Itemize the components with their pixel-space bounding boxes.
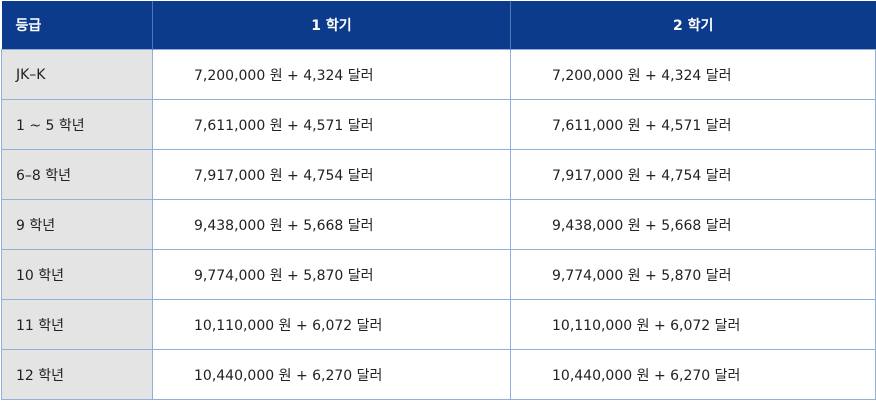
semester-2-fee: 9,438,000 원 + 5,668 달러 — [510, 199, 876, 250]
header-semester-2: 2 학기 — [510, 1, 876, 50]
table-row: 12 학년 10,440,000 원 + 6,270 달러 10,440,000… — [1, 349, 876, 400]
table-row: 6–8 학년 7,917,000 원 + 4,754 달러 7,917,000 … — [1, 149, 876, 200]
semester-1-fee: 9,438,000 원 + 5,668 달러 — [152, 199, 511, 250]
table-row: 11 학년 10,110,000 원 + 6,072 달러 10,110,000… — [1, 299, 876, 350]
grade-cell: 6–8 학년 — [1, 149, 153, 200]
semester-2-fee: 9,774,000 원 + 5,870 달러 — [510, 249, 876, 300]
semester-1-fee: 10,110,000 원 + 6,072 달러 — [152, 299, 511, 350]
semester-1-fee: 9,774,000 원 + 5,870 달러 — [152, 249, 511, 300]
grade-cell: 9 학년 — [1, 199, 153, 250]
semester-1-fee: 7,611,000 원 + 4,571 달러 — [152, 99, 511, 150]
semester-2-fee: 10,110,000 원 + 6,072 달러 — [510, 299, 876, 350]
grade-cell: 1 ~ 5 학년 — [1, 99, 153, 150]
grade-cell: JK–K — [1, 49, 153, 100]
semester-2-fee: 7,917,000 원 + 4,754 달러 — [510, 149, 876, 200]
grade-cell: 11 학년 — [1, 299, 153, 350]
table-row: 9 학년 9,438,000 원 + 5,668 달러 9,438,000 원 … — [1, 199, 876, 250]
semester-1-fee: 7,200,000 원 + 4,324 달러 — [152, 49, 511, 100]
semester-1-fee: 10,440,000 원 + 6,270 달러 — [152, 349, 511, 400]
semester-2-fee: 7,200,000 원 + 4,324 달러 — [510, 49, 876, 100]
header-grade: 등급 — [1, 1, 153, 50]
semester-2-fee: 10,440,000 원 + 6,270 달러 — [510, 349, 876, 400]
table-row: JK–K 7,200,000 원 + 4,324 달러 7,200,000 원 … — [1, 49, 876, 100]
header-row: 등급 1 학기 2 학기 — [1, 1, 876, 50]
table-row: 1 ~ 5 학년 7,611,000 원 + 4,571 달러 7,611,00… — [1, 99, 876, 150]
header-semester-1: 1 학기 — [152, 1, 511, 50]
semester-2-fee: 7,611,000 원 + 4,571 달러 — [510, 99, 876, 150]
table-row: 10 학년 9,774,000 원 + 5,870 달러 9,774,000 원… — [1, 249, 876, 300]
grade-cell: 10 학년 — [1, 249, 153, 300]
grade-cell: 12 학년 — [1, 349, 153, 400]
semester-1-fee: 7,917,000 원 + 4,754 달러 — [152, 149, 511, 200]
